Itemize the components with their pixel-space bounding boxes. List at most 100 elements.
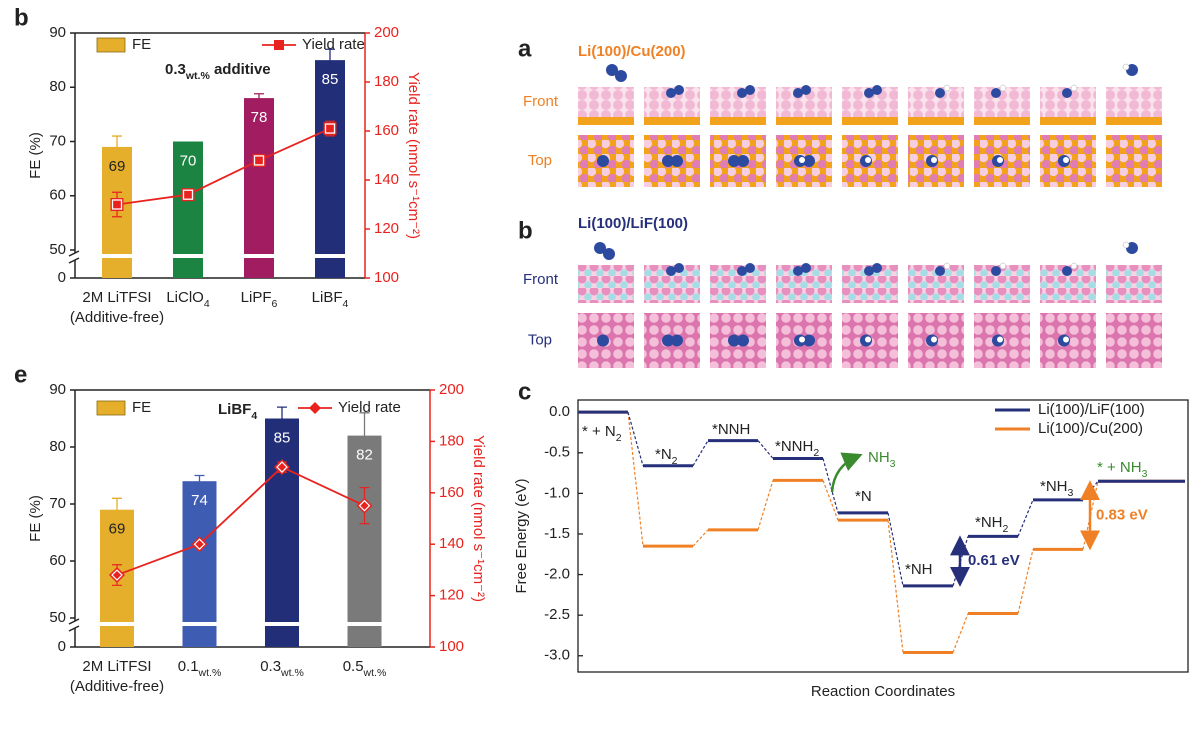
hydrogen bbox=[931, 336, 937, 343]
hydrogen bbox=[1070, 262, 1078, 270]
structure-top bbox=[1106, 313, 1162, 368]
adsorbate bbox=[935, 266, 945, 276]
row-label: Top bbox=[528, 331, 552, 348]
bar bbox=[244, 98, 274, 278]
axis-break bbox=[68, 257, 80, 264]
structure-top bbox=[1106, 135, 1162, 187]
step-label: *N bbox=[855, 488, 872, 505]
hydrogen bbox=[997, 157, 1003, 163]
step-label: *NH3 bbox=[1040, 478, 1074, 499]
adsorbate bbox=[872, 263, 882, 273]
adsorbate bbox=[864, 88, 874, 98]
annotation: LiBF4 bbox=[218, 401, 257, 422]
error-bar bbox=[359, 412, 370, 459]
subscript: 4 bbox=[251, 410, 257, 422]
adsorbate bbox=[666, 88, 676, 98]
connector bbox=[692, 529, 709, 547]
y-tick-label: 70 bbox=[49, 495, 66, 512]
text-part: *NH bbox=[1040, 478, 1068, 495]
adsorbate bbox=[737, 334, 749, 347]
adsorbate bbox=[1062, 266, 1072, 276]
adsorbate bbox=[745, 85, 755, 95]
y2-tick-label: 140 bbox=[439, 535, 464, 552]
structure-front bbox=[974, 87, 1030, 117]
structure-front bbox=[578, 87, 634, 117]
subscript: 2 bbox=[1003, 523, 1009, 535]
y2-axis-label: Yield rate (nmol s⁻¹cm⁻²) bbox=[470, 435, 487, 602]
y2-tick-label: 200 bbox=[439, 381, 464, 398]
subscript: 2 bbox=[813, 447, 819, 459]
y2-tick-label: 140 bbox=[374, 171, 399, 188]
row-label: Top bbox=[528, 152, 552, 169]
adsorbate bbox=[662, 155, 674, 167]
legend-marker bbox=[309, 402, 321, 414]
y-tick-label: 90 bbox=[49, 24, 66, 41]
connector bbox=[822, 480, 839, 521]
y2-tick-label: 120 bbox=[374, 220, 399, 237]
hydrogen bbox=[999, 84, 1007, 92]
adsorbate bbox=[864, 266, 874, 276]
error-bar bbox=[325, 48, 335, 71]
adsorbate bbox=[737, 88, 747, 98]
step-label: *NNH bbox=[712, 421, 750, 438]
error-bar bbox=[277, 406, 287, 430]
row-label: Front bbox=[523, 271, 559, 288]
break-gap bbox=[101, 254, 133, 258]
value-label: 85 bbox=[322, 71, 339, 88]
nh3-hydrogen bbox=[1122, 241, 1130, 249]
hydrogen bbox=[1063, 157, 1069, 163]
error-bar bbox=[112, 497, 122, 522]
hydrogen bbox=[1070, 84, 1078, 92]
y-tick-label: -0.5 bbox=[544, 444, 570, 461]
nh3-hydrogen bbox=[1122, 63, 1130, 71]
hydrogen bbox=[931, 157, 937, 163]
break-gap bbox=[172, 254, 204, 258]
y-tick-label: 80 bbox=[49, 438, 66, 455]
axis-break bbox=[68, 250, 80, 257]
legend-swatch bbox=[96, 400, 126, 416]
legend-swatch bbox=[96, 37, 126, 53]
bar bbox=[182, 481, 217, 647]
subscript: 6 bbox=[272, 298, 278, 310]
y-axis-label: FE (%) bbox=[27, 495, 44, 542]
subscript: 4 bbox=[204, 298, 210, 310]
step-label: * + NH3 bbox=[1097, 459, 1148, 480]
adsorbate bbox=[801, 263, 811, 273]
x-axis-label: Reaction Coordinates bbox=[811, 683, 955, 700]
hydrogen bbox=[865, 157, 871, 163]
hydrogen bbox=[799, 157, 805, 163]
y2-tick-label: 200 bbox=[374, 24, 399, 41]
y-tick-label: 60 bbox=[49, 552, 66, 569]
x-tick-label: 2M LiTFSI bbox=[82, 658, 151, 675]
connector bbox=[757, 480, 774, 531]
connector bbox=[887, 512, 904, 587]
y-tick-label: 60 bbox=[49, 187, 66, 204]
legend-label: FE bbox=[132, 399, 151, 416]
structure-front bbox=[974, 265, 1030, 303]
text-part: 2M LiTFSI bbox=[82, 658, 151, 675]
y2-tick-label: 180 bbox=[374, 73, 399, 90]
text-part: *NH bbox=[975, 514, 1003, 531]
x-tick-sublabel: (Additive-free) bbox=[70, 678, 164, 695]
marker-ring bbox=[358, 499, 371, 512]
adsorbate bbox=[728, 155, 740, 167]
adsorbate bbox=[671, 334, 683, 347]
structure-front bbox=[578, 265, 634, 303]
substrate bbox=[842, 117, 898, 125]
legend-label: FE bbox=[132, 36, 151, 53]
marker-ring bbox=[253, 155, 265, 166]
break-gap bbox=[264, 622, 300, 626]
text-part: LiClO bbox=[166, 289, 204, 306]
adsorbate bbox=[872, 85, 882, 95]
adsorbate bbox=[728, 334, 740, 347]
row-label: Front bbox=[523, 93, 559, 110]
y-tick-label: 0 bbox=[58, 638, 66, 655]
gap-label: 0.83 eV bbox=[1096, 506, 1148, 523]
substrate bbox=[908, 117, 964, 125]
structure-title: Li(100)/Cu(200) bbox=[578, 43, 686, 60]
adsorbate bbox=[662, 334, 674, 347]
legend-label: Yield rate bbox=[338, 399, 401, 416]
error-bar bbox=[112, 135, 122, 158]
y-tick-label: -1.0 bbox=[544, 484, 570, 501]
